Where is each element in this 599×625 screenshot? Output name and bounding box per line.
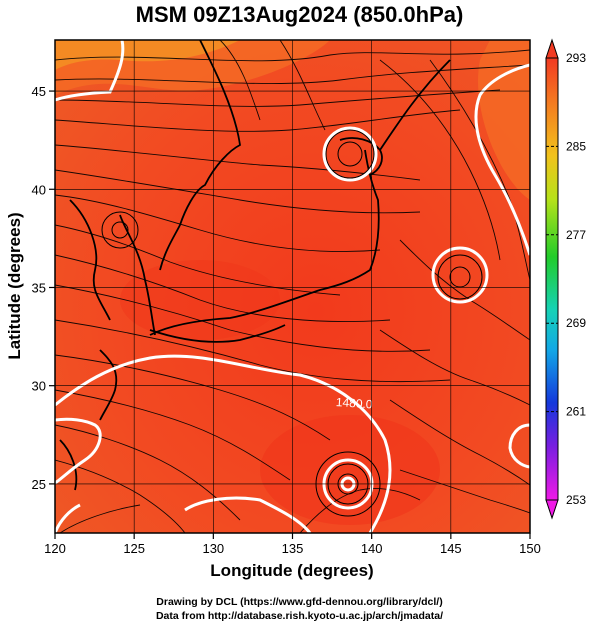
y-tick-label: 35: [32, 280, 46, 295]
credit-drawing: Drawing by DCL (https://www.gfd-dennou.o…: [156, 596, 443, 608]
chart-title: MSM 09Z13Aug2024 (850.0hPa): [135, 2, 464, 27]
x-tick-label: 130: [202, 541, 224, 556]
x-tick-label: 150: [519, 541, 541, 556]
x-tick-label: 125: [123, 541, 145, 556]
y-axis-ticks: 25 30 35 40 45: [32, 84, 55, 492]
geopotential-contours: [55, 40, 530, 533]
colorbar-label: 277: [566, 228, 586, 242]
colorbar: 293 285 277 269 261 253: [545, 38, 586, 520]
y-axis-label: Latitude (degrees): [5, 212, 24, 359]
x-axis-ticks: 120 125 130 135 140 145 150: [44, 533, 541, 556]
y-tick-label: 30: [32, 379, 46, 394]
x-tick-label: 135: [282, 541, 304, 556]
y-tick-label: 25: [32, 477, 46, 492]
contour-label: 1480.0: [335, 395, 373, 412]
colorbar-label: 293: [566, 51, 586, 65]
colorbar-label: 269: [566, 316, 586, 330]
x-axis-label: Longitude (degrees): [210, 561, 373, 580]
colorbar-label: 253: [566, 493, 586, 507]
y-tick-label: 45: [32, 84, 46, 99]
colorbar-label: 261: [566, 405, 586, 419]
x-tick-label: 120: [44, 541, 66, 556]
wind-streamlines: [55, 40, 530, 533]
y-tick-label: 40: [32, 182, 46, 197]
colorbar-label: 285: [566, 139, 586, 153]
x-tick-label: 145: [440, 541, 462, 556]
credit-data-source: Data from http://database.rish.kyoto-u.a…: [155, 610, 444, 622]
x-tick-label: 140: [361, 541, 383, 556]
